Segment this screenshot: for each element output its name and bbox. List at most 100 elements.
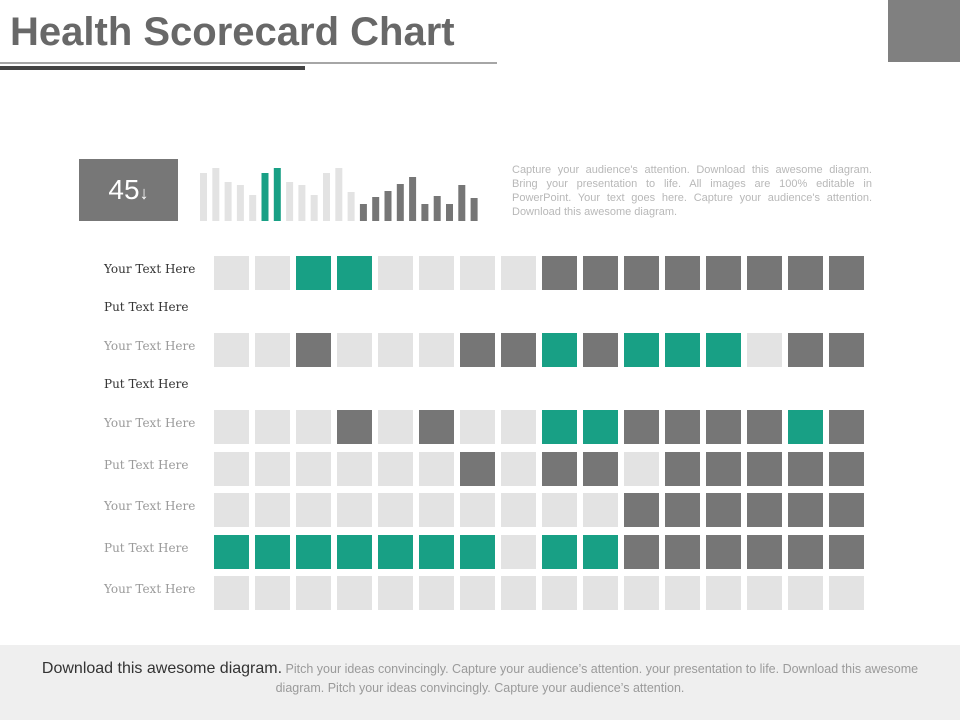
cell bbox=[583, 452, 618, 486]
mini-bar bbox=[409, 177, 417, 221]
mini-bar bbox=[359, 204, 367, 221]
cell bbox=[296, 576, 331, 610]
row-label: Put Text Here bbox=[104, 377, 189, 391]
cell bbox=[378, 535, 413, 569]
cell bbox=[829, 535, 864, 569]
cell bbox=[419, 576, 454, 610]
mini-bar bbox=[236, 185, 244, 221]
mini-bar bbox=[273, 168, 281, 221]
row-label: Put Text Here bbox=[104, 300, 189, 314]
cell bbox=[624, 256, 659, 290]
cell bbox=[460, 452, 495, 486]
cell bbox=[788, 535, 823, 569]
footer-lead: Download this awesome diagram. bbox=[41, 660, 283, 677]
cell bbox=[829, 493, 864, 527]
footer-band bbox=[0, 645, 960, 720]
title: Health Scorecard Chart bbox=[10, 10, 455, 54]
row-label: Your Text Here bbox=[104, 499, 196, 513]
cell bbox=[624, 535, 659, 569]
row-label: Your Text Here bbox=[104, 262, 196, 276]
mini-bar bbox=[347, 192, 355, 221]
mini-bar bbox=[396, 184, 404, 221]
cell bbox=[747, 410, 782, 444]
row-label: Put Text Here bbox=[104, 541, 189, 555]
cell bbox=[378, 493, 413, 527]
cell bbox=[501, 452, 536, 486]
cell bbox=[788, 576, 823, 610]
cell bbox=[378, 452, 413, 486]
mini-bar bbox=[286, 182, 294, 221]
cell bbox=[460, 410, 495, 444]
mini-bar bbox=[323, 173, 330, 221]
mini-bar bbox=[470, 198, 478, 221]
cell bbox=[460, 256, 495, 290]
cell bbox=[214, 410, 249, 444]
cell bbox=[378, 256, 413, 290]
mini-bar bbox=[310, 195, 318, 221]
row-label: Your Text Here bbox=[104, 339, 196, 353]
cell bbox=[337, 576, 372, 610]
row-label: Your Text Here bbox=[104, 416, 196, 430]
cell bbox=[583, 493, 618, 527]
footer-text: Download this awesome diagram. Pitch you… bbox=[20, 659, 940, 698]
kpi: 45↓ bbox=[79, 159, 178, 221]
cell bbox=[665, 410, 700, 444]
cell bbox=[214, 452, 249, 486]
mini-bar bbox=[335, 168, 343, 221]
cell bbox=[583, 256, 618, 290]
cell bbox=[460, 493, 495, 527]
mini-bar bbox=[212, 168, 220, 221]
cell bbox=[419, 410, 454, 444]
cell bbox=[747, 256, 782, 290]
mini-bar bbox=[433, 196, 441, 221]
cell bbox=[665, 576, 700, 610]
cell bbox=[460, 333, 495, 367]
cell bbox=[624, 576, 659, 610]
kpi-box bbox=[79, 159, 178, 221]
cell bbox=[747, 535, 782, 569]
cell bbox=[665, 333, 700, 367]
mini-bar bbox=[384, 191, 392, 221]
cell bbox=[501, 576, 536, 610]
cell bbox=[214, 576, 249, 610]
cell bbox=[419, 256, 454, 290]
cell bbox=[378, 333, 413, 367]
cell bbox=[296, 256, 331, 290]
cell bbox=[706, 493, 741, 527]
cell bbox=[501, 256, 536, 290]
cell bbox=[255, 535, 290, 569]
cell bbox=[706, 535, 741, 569]
cell bbox=[214, 535, 249, 569]
cell bbox=[419, 452, 454, 486]
cell bbox=[542, 535, 577, 569]
cell bbox=[788, 452, 823, 486]
cell bbox=[337, 410, 372, 444]
cell bbox=[296, 535, 331, 569]
cell bbox=[624, 452, 659, 486]
cell bbox=[583, 410, 618, 444]
cell bbox=[337, 493, 372, 527]
cell bbox=[747, 452, 782, 486]
cell bbox=[542, 576, 577, 610]
cell bbox=[542, 410, 577, 444]
cell bbox=[829, 452, 864, 486]
cell bbox=[829, 576, 864, 610]
cell bbox=[255, 410, 290, 444]
cell bbox=[296, 452, 331, 486]
cell bbox=[624, 410, 659, 444]
cell bbox=[829, 410, 864, 444]
cell bbox=[747, 493, 782, 527]
cell bbox=[747, 576, 782, 610]
mini-bar bbox=[421, 204, 429, 221]
cell bbox=[747, 333, 782, 367]
cell bbox=[460, 576, 495, 610]
cell bbox=[501, 410, 536, 444]
mini-bar bbox=[372, 197, 380, 221]
cell bbox=[419, 535, 454, 569]
cell bbox=[255, 452, 290, 486]
kpi-arrow: ↓ bbox=[139, 183, 149, 203]
cell bbox=[296, 333, 331, 367]
cell bbox=[665, 535, 700, 569]
